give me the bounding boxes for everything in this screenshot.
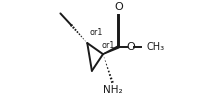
Text: or1: or1 bbox=[90, 28, 103, 37]
Text: O: O bbox=[114, 2, 123, 12]
Text: CH₃: CH₃ bbox=[146, 42, 165, 52]
Text: O: O bbox=[126, 42, 135, 52]
Polygon shape bbox=[103, 46, 119, 54]
Text: or1: or1 bbox=[101, 40, 115, 50]
Text: NH₂: NH₂ bbox=[103, 85, 123, 95]
